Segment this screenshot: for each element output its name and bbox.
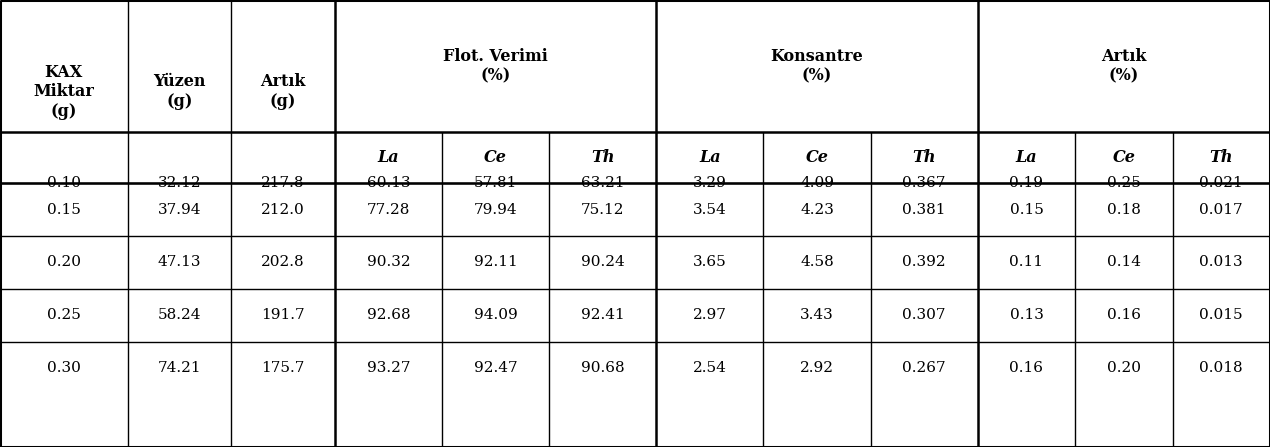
Text: 94.09: 94.09 — [474, 308, 517, 322]
Text: 0.19: 0.19 — [1010, 176, 1044, 190]
Text: 47.13: 47.13 — [157, 255, 202, 270]
Text: 4.09: 4.09 — [800, 176, 834, 190]
Text: 75.12: 75.12 — [580, 202, 625, 217]
Text: 0.013: 0.013 — [1199, 255, 1243, 270]
Text: 0.18: 0.18 — [1107, 202, 1140, 217]
Text: 175.7: 175.7 — [262, 361, 305, 375]
Text: KAX
Miktar
(g): KAX Miktar (g) — [33, 63, 94, 120]
Text: Ce: Ce — [805, 149, 828, 166]
Text: 0.381: 0.381 — [903, 202, 946, 217]
Text: 37.94: 37.94 — [157, 202, 202, 217]
Text: 60.13: 60.13 — [367, 176, 410, 190]
Text: Th: Th — [1209, 149, 1233, 166]
Text: 3.65: 3.65 — [693, 255, 726, 270]
Text: 58.24: 58.24 — [157, 308, 202, 322]
Text: 32.12: 32.12 — [157, 176, 202, 190]
Text: Artık
(g): Artık (g) — [260, 73, 306, 110]
Text: 0.015: 0.015 — [1199, 308, 1243, 322]
Text: 74.21: 74.21 — [157, 361, 202, 375]
Text: 212.0: 212.0 — [262, 202, 305, 217]
Text: Flot. Verimi
(%): Flot. Verimi (%) — [443, 48, 547, 84]
Text: 0.367: 0.367 — [903, 176, 946, 190]
Text: 3.54: 3.54 — [693, 202, 726, 217]
Text: 92.68: 92.68 — [367, 308, 410, 322]
Text: 0.14: 0.14 — [1107, 255, 1140, 270]
Text: La: La — [698, 149, 720, 166]
Text: 90.32: 90.32 — [367, 255, 410, 270]
Text: 3.43: 3.43 — [800, 308, 834, 322]
Text: 0.25: 0.25 — [1107, 176, 1140, 190]
Text: 0.15: 0.15 — [47, 202, 81, 217]
Text: 77.28: 77.28 — [367, 202, 410, 217]
Text: 0.11: 0.11 — [1010, 255, 1044, 270]
Text: 4.23: 4.23 — [800, 202, 834, 217]
Text: Ce: Ce — [484, 149, 507, 166]
Text: 2.54: 2.54 — [693, 361, 726, 375]
Text: 0.15: 0.15 — [1010, 202, 1044, 217]
Text: 0.267: 0.267 — [903, 361, 946, 375]
Text: 93.27: 93.27 — [367, 361, 410, 375]
Text: 2.97: 2.97 — [693, 308, 726, 322]
Text: 0.307: 0.307 — [903, 308, 946, 322]
Text: 0.021: 0.021 — [1199, 176, 1243, 190]
Text: Th: Th — [912, 149, 936, 166]
Text: 90.68: 90.68 — [580, 361, 625, 375]
Text: 0.16: 0.16 — [1010, 361, 1044, 375]
Text: 57.81: 57.81 — [474, 176, 517, 190]
Text: 92.41: 92.41 — [580, 308, 625, 322]
Text: 0.392: 0.392 — [903, 255, 946, 270]
Text: 3.29: 3.29 — [693, 176, 726, 190]
Text: 0.10: 0.10 — [47, 176, 81, 190]
Text: 0.20: 0.20 — [47, 255, 81, 270]
Text: 2.92: 2.92 — [800, 361, 834, 375]
Text: 191.7: 191.7 — [262, 308, 305, 322]
Text: 0.017: 0.017 — [1199, 202, 1243, 217]
Text: 63.21: 63.21 — [580, 176, 625, 190]
Text: 4.58: 4.58 — [800, 255, 834, 270]
Text: Th: Th — [591, 149, 615, 166]
Text: 202.8: 202.8 — [262, 255, 305, 270]
Text: La: La — [377, 149, 399, 166]
Text: Konsantre
(%): Konsantre (%) — [771, 48, 864, 84]
Text: 0.13: 0.13 — [1010, 308, 1044, 322]
Text: La: La — [1016, 149, 1038, 166]
Text: 90.24: 90.24 — [580, 255, 625, 270]
Text: 0.20: 0.20 — [1107, 361, 1140, 375]
Text: Artık
(%): Artık (%) — [1101, 48, 1147, 84]
Text: Yüzen
(g): Yüzen (g) — [154, 73, 206, 110]
Text: 0.018: 0.018 — [1199, 361, 1243, 375]
Text: Ce: Ce — [1113, 149, 1135, 166]
Text: 0.25: 0.25 — [47, 308, 81, 322]
Text: 79.94: 79.94 — [474, 202, 517, 217]
Text: 92.11: 92.11 — [474, 255, 517, 270]
Text: 92.47: 92.47 — [474, 361, 517, 375]
Text: 217.8: 217.8 — [262, 176, 305, 190]
Text: 0.30: 0.30 — [47, 361, 81, 375]
Text: 0.16: 0.16 — [1107, 308, 1140, 322]
